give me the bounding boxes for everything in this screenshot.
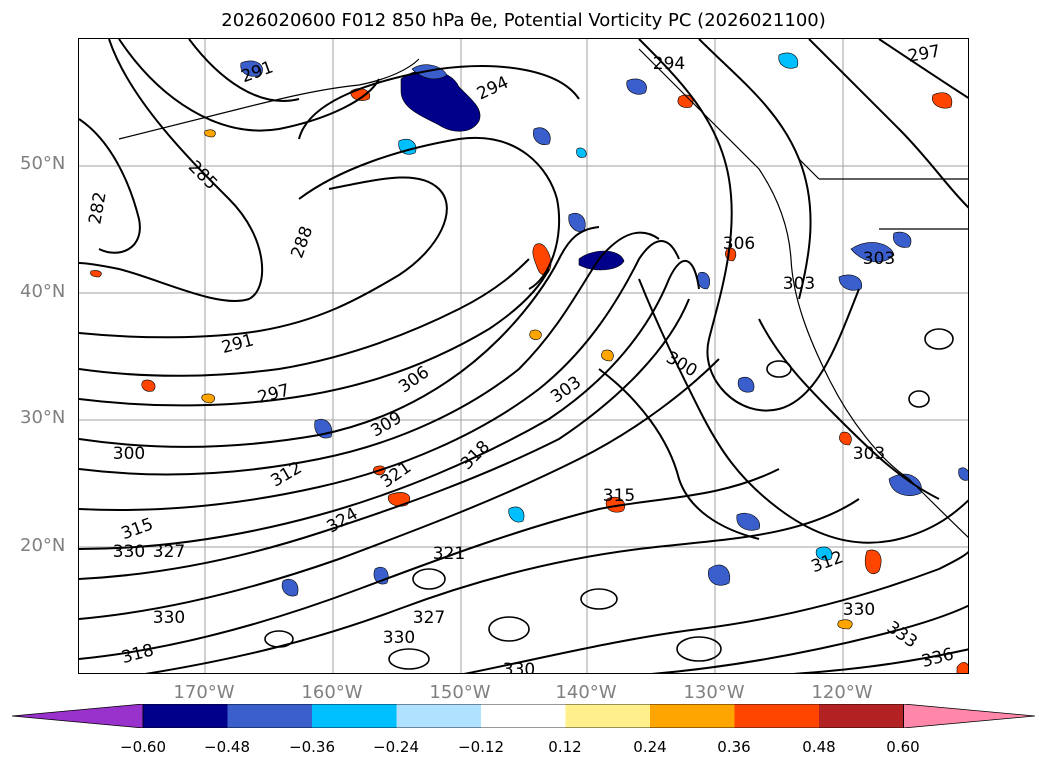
contour-label: 306 — [723, 234, 755, 254]
contour-label: 315 — [119, 514, 156, 544]
lon-label-130w: 130°W — [683, 682, 745, 703]
contour-label: 297 — [906, 41, 941, 66]
contour-label: 336 — [919, 644, 956, 672]
colorbar-label-5: −0.12 — [458, 738, 504, 756]
pv-fill-negative — [240, 52, 968, 597]
lat-label-20n: 20°N — [20, 535, 66, 556]
contour-label: 318 — [119, 640, 156, 668]
theta-e-contours — [79, 39, 968, 673]
contour-label: 303 — [853, 444, 885, 464]
colorbar-cell — [734, 704, 820, 728]
map-panel[interactable]: 291 294 294 297 285 282 288 291 297 300 306 309 303 3… — [78, 38, 969, 674]
lon-label-170w: 170°W — [173, 682, 235, 703]
colorbar-label-2: −0.48 — [204, 738, 250, 756]
contour-label: 285 — [184, 157, 221, 194]
lat-label-40n: 40°N — [20, 281, 66, 302]
colorbar-cell — [227, 704, 313, 728]
contour-label: 330 — [503, 660, 535, 674]
coastlines — [118, 48, 968, 538]
contour-label: 330 — [383, 628, 415, 648]
colorbar-cells — [12, 704, 1035, 728]
colorbar-label-9: 0.48 — [802, 738, 836, 756]
contour-label: 315 — [603, 486, 635, 506]
contour-label: 321 — [377, 457, 415, 492]
colorbar-extend-low — [12, 704, 144, 728]
colorbar-label-8: 0.36 — [717, 738, 751, 756]
contour-label: 306 — [395, 362, 433, 397]
contour-label: 288 — [287, 224, 317, 261]
contour-label: 330 — [843, 600, 875, 620]
colorbar-label-1: −0.60 — [120, 738, 166, 756]
contour-label: 312 — [809, 547, 846, 577]
colorbar-extend-high — [903, 704, 1035, 728]
colorbar-cell — [481, 704, 566, 728]
lon-label-150w: 150°W — [429, 682, 491, 703]
contour-label: 330 — [113, 542, 145, 562]
colorbar-cell — [565, 704, 651, 728]
contour-label: 303 — [863, 249, 895, 269]
contour-label: 303 — [783, 274, 815, 294]
lon-label-120w: 120°W — [811, 682, 873, 703]
contour-label: 324 — [323, 504, 361, 538]
pv-fill-positive — [90, 88, 968, 673]
contour-label: 282 — [85, 190, 110, 225]
map-title: 2026020600 F012 850 hPa θe, Potential Vo… — [221, 10, 826, 31]
lon-label-160w: 160°W — [301, 682, 363, 703]
lat-label-30n: 30°N — [20, 407, 66, 428]
contour-label: 300 — [113, 444, 145, 464]
colorbar-label-10: 0.60 — [886, 738, 920, 756]
colorbar-cell — [312, 704, 397, 728]
colorbar-label-7: 0.24 — [633, 738, 667, 756]
contour-label: 297 — [255, 380, 292, 408]
colorbar-label-6: 0.12 — [548, 738, 582, 756]
closed-contours — [264, 328, 954, 670]
colorbar-cell — [650, 704, 735, 728]
contour-label: 294 — [653, 54, 685, 74]
contour-label: 294 — [474, 73, 512, 105]
contour-label: 321 — [433, 544, 465, 564]
colorbar-cell — [819, 704, 904, 728]
colorbar — [12, 704, 1035, 728]
contour-label: 327 — [413, 608, 445, 628]
colorbar-label-4: −0.24 — [373, 738, 419, 756]
lon-label-140w: 140°W — [555, 682, 617, 703]
lat-label-50n: 50°N — [20, 153, 66, 174]
contour-label: 318 — [457, 437, 494, 474]
contour-label: 330 — [153, 608, 185, 628]
contour-label: 300 — [662, 348, 700, 382]
colorbar-label-3: −0.36 — [289, 738, 335, 756]
colorbar-cell — [143, 704, 228, 728]
contour-label: 333 — [883, 617, 921, 652]
colorbar-cell — [396, 704, 482, 728]
contour-label: 327 — [153, 542, 185, 562]
